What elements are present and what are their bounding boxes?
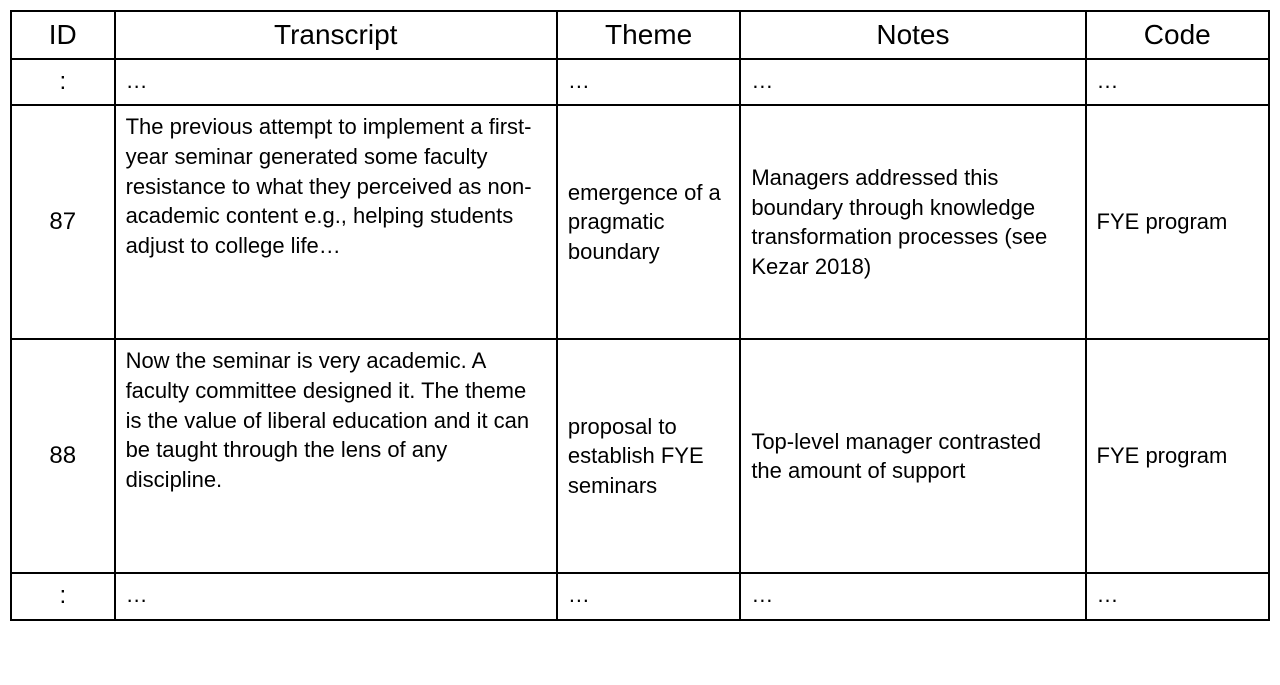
cell-code: FYE program: [1086, 339, 1269, 573]
cell-theme: emergence of a pragmatic boundary: [557, 105, 740, 339]
cell-transcript: …: [115, 59, 557, 105]
coding-table: ID Transcript Theme Notes Code : … … … ……: [10, 10, 1270, 621]
cell-transcript: …: [115, 573, 557, 619]
col-header-code: Code: [1086, 11, 1269, 59]
cell-notes: Managers addressed this boundary through…: [740, 105, 1085, 339]
cell-id: :: [11, 573, 115, 619]
table-row: : … … … …: [11, 59, 1269, 105]
cell-code: …: [1086, 59, 1269, 105]
table-row: 88 Now the seminar is very academic. A f…: [11, 339, 1269, 573]
cell-theme: …: [557, 573, 740, 619]
cell-transcript: The previous attempt to implement a firs…: [115, 105, 557, 339]
cell-code: FYE program: [1086, 105, 1269, 339]
cell-id: :: [11, 59, 115, 105]
col-header-id: ID: [11, 11, 115, 59]
col-header-notes: Notes: [740, 11, 1085, 59]
cell-notes: …: [740, 573, 1085, 619]
cell-theme: proposal to establish FYE seminars: [557, 339, 740, 573]
col-header-transcript: Transcript: [115, 11, 557, 59]
cell-notes: …: [740, 59, 1085, 105]
table-row: : … … … …: [11, 573, 1269, 619]
cell-theme: …: [557, 59, 740, 105]
cell-notes: Top-level manager contrasted the amount …: [740, 339, 1085, 573]
cell-transcript: Now the seminar is very academic. A facu…: [115, 339, 557, 573]
table-header-row: ID Transcript Theme Notes Code: [11, 11, 1269, 59]
table-row: 87 The previous attempt to implement a f…: [11, 105, 1269, 339]
cell-id: 88: [11, 339, 115, 573]
cell-id: 87: [11, 105, 115, 339]
cell-code: …: [1086, 573, 1269, 619]
col-header-theme: Theme: [557, 11, 740, 59]
